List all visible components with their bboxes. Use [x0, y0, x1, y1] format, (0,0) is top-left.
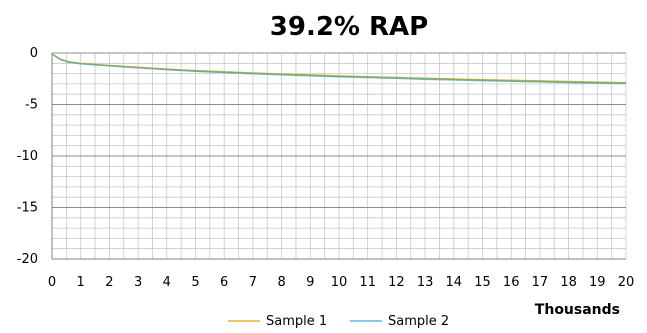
x-tick-label: 8	[277, 275, 285, 290]
legend-label: Sample 1	[266, 314, 327, 329]
x-tick-labels: 0 1 2 3 4 5 6 7 8 9 10 11 12 13 14 15 16 17 18 19 20	[48, 275, 634, 290]
chart-title: 39.2% RAP	[270, 12, 428, 42]
y-tick-label: -5	[25, 98, 38, 113]
x-tick-label: 11	[359, 275, 376, 290]
x-unit-label: Thousands	[535, 302, 620, 318]
x-tick-label: 16	[503, 275, 520, 290]
x-tick-label: 2	[105, 275, 113, 290]
legend-label: Sample 2	[388, 314, 449, 329]
x-tick-label: 9	[306, 275, 314, 290]
y-tick-label: -20	[17, 252, 38, 267]
y-tick-label: 0	[30, 46, 38, 61]
x-tick-label: 10	[331, 275, 348, 290]
y-tick-label: -15	[17, 201, 38, 216]
x-tick-label: 0	[48, 275, 56, 290]
x-tick-label: 19	[589, 275, 606, 290]
x-tick-label: 7	[249, 275, 257, 290]
x-tick-label: 18	[560, 275, 577, 290]
legend: Sample 1 Sample 2	[228, 314, 449, 329]
y-tick-labels: 0 -5 -10 -15 -20	[17, 46, 38, 267]
x-tick-label: 17	[532, 275, 549, 290]
x-tick-label: 1	[77, 275, 85, 290]
x-tick-label: 15	[474, 275, 491, 290]
x-tick-label: 4	[163, 275, 171, 290]
x-tick-label: 14	[446, 275, 463, 290]
series-overlap-line	[51, 53, 627, 84]
series-lines	[51, 53, 627, 85]
x-tick-label: 3	[134, 275, 142, 290]
axes	[51, 53, 626, 260]
x-tick-label: 12	[388, 275, 405, 290]
x-tick-label: 20	[618, 275, 635, 290]
y-tick-label: -10	[17, 149, 38, 164]
x-tick-label: 13	[417, 275, 434, 290]
x-tick-label: 5	[191, 275, 199, 290]
grid	[51, 52, 627, 260]
x-tick-label: 6	[220, 275, 228, 290]
